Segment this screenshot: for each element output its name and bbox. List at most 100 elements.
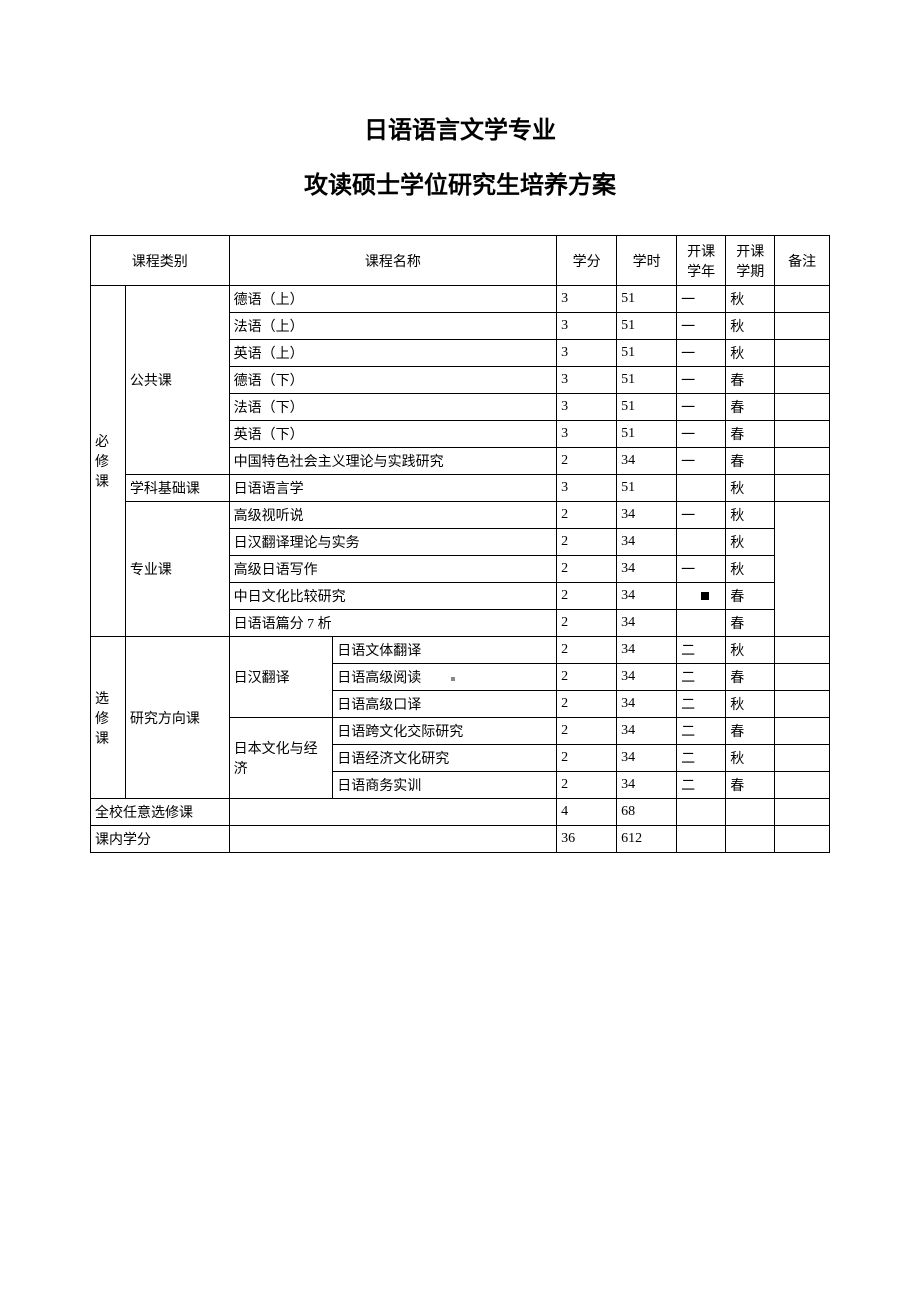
header-hours: 学时 (617, 236, 677, 286)
cell-course-name: 日语语言学 (229, 475, 556, 502)
cell-course-name: 日语高级口译 (333, 691, 557, 718)
header-year: 开课学年 (677, 236, 726, 286)
cell-course-name: 德语（下） (229, 367, 556, 394)
cell-note (775, 799, 830, 826)
cell-hours: 34 (617, 718, 677, 745)
cell-credit: 3 (557, 367, 617, 394)
cell-elective: 选修课 (91, 637, 126, 799)
cell-course-name: 日汉翻译理论与实务 (229, 529, 556, 556)
cell-empty (229, 799, 556, 826)
cell-credit: 2 (557, 529, 617, 556)
cell-note (775, 664, 830, 691)
cell-note (775, 718, 830, 745)
cell-year: 二 (677, 637, 726, 664)
cell-year: 二 (677, 691, 726, 718)
cell-major: 专业课 (125, 502, 229, 637)
cell-course-name: 日语跨文化交际研究 (333, 718, 557, 745)
cell-credit: 3 (557, 286, 617, 313)
header-note: 备注 (775, 236, 830, 286)
cell-culture: 日本文化与经济 (229, 718, 333, 799)
cell-sem: 秋 (726, 637, 775, 664)
cell-credit: 2 (557, 718, 617, 745)
cell-credit: 2 (557, 448, 617, 475)
cell-credit: 3 (557, 475, 617, 502)
cell-sem: 秋 (726, 340, 775, 367)
cell-sem: 春 (726, 367, 775, 394)
table-row: 选修课 研究方向课 日汉翻译 日语文体翻译 2 34 二 秋 (91, 637, 830, 664)
cell-sem: 春 (726, 394, 775, 421)
cell-hours: 34 (617, 691, 677, 718)
cell-credit: 2 (557, 556, 617, 583)
cell-note (775, 421, 830, 448)
cell-course-name: 日语文体翻译 (333, 637, 557, 664)
cell-hours: 51 (617, 286, 677, 313)
cell-credit: 2 (557, 664, 617, 691)
cell-sem: 秋 (726, 475, 775, 502)
cell-year (677, 610, 726, 637)
cell-sem: 春 (726, 448, 775, 475)
cell-note (775, 340, 830, 367)
cell-credit: 4 (557, 799, 617, 826)
cell-credit: 2 (557, 583, 617, 610)
cell-course-name: 法语（下） (229, 394, 556, 421)
cell-sem: 春 (726, 664, 775, 691)
header-semester: 开课学期 (726, 236, 775, 286)
cell-year (677, 583, 726, 610)
cell-sem: 秋 (726, 313, 775, 340)
cell-sem (726, 826, 775, 853)
cell-hours: 34 (617, 637, 677, 664)
sub-title: 攻读硕士学位研究生培养方案 (90, 165, 830, 200)
cell-hours: 34 (617, 529, 677, 556)
cell-year (677, 529, 726, 556)
cell-credit: 3 (557, 340, 617, 367)
cell-hours: 34 (617, 583, 677, 610)
cell-hours: 51 (617, 421, 677, 448)
cell-note (775, 313, 830, 340)
cell-credit: 3 (557, 394, 617, 421)
cell-sem: 秋 (726, 529, 775, 556)
cell-hours: 34 (617, 664, 677, 691)
cell-credit: 36 (557, 826, 617, 853)
cell-note (775, 826, 830, 853)
cell-course-name: 德语（上） (229, 286, 556, 313)
cell-sem: 秋 (726, 286, 775, 313)
cell-hours: 51 (617, 475, 677, 502)
cell-credit: 3 (557, 421, 617, 448)
cell-sem: 秋 (726, 556, 775, 583)
cell-translation: 日汉翻译 (229, 637, 333, 718)
cell-credit: 3 (557, 313, 617, 340)
cell-foundation: 学科基础课 (125, 475, 229, 502)
cell-hours: 34 (617, 502, 677, 529)
cell-year: 一 (677, 421, 726, 448)
main-title: 日语语言文学专业 (90, 110, 830, 145)
curriculum-table: 课程类别 课程名称 学分 学时 开课学年 开课学期 备注 必修课 公共课 德语（… (90, 235, 830, 853)
header-credit: 学分 (557, 236, 617, 286)
cell-course-name: 日语商务实训 (333, 772, 557, 799)
cell-sem (726, 799, 775, 826)
cell-year: 二 (677, 772, 726, 799)
cell-sem: 秋 (726, 502, 775, 529)
cell-course-name: 中日文化比较研究 (229, 583, 556, 610)
cell-credit: 2 (557, 637, 617, 664)
cell-required: 必修课 (91, 286, 126, 637)
table-row: 课内学分 36 612 (91, 826, 830, 853)
cell-sem: 春 (726, 421, 775, 448)
cell-public: 公共课 (125, 286, 229, 475)
cell-hours: 34 (617, 556, 677, 583)
cell-course-name: 英语（上） (229, 340, 556, 367)
cell-hours: 51 (617, 313, 677, 340)
cell-note (775, 772, 830, 799)
cell-credit: 2 (557, 502, 617, 529)
cell-note (775, 745, 830, 772)
cell-note (775, 367, 830, 394)
header-category: 课程类别 (91, 236, 230, 286)
table-header-row: 课程类别 课程名称 学分 学时 开课学年 开课学期 备注 (91, 236, 830, 286)
cell-year: 二 (677, 664, 726, 691)
marker-icon (701, 592, 709, 600)
cell-hours: 34 (617, 448, 677, 475)
cell-free-elective: 全校任意选修课 (91, 799, 230, 826)
cell-year (677, 475, 726, 502)
cell-hours: 34 (617, 610, 677, 637)
cell-year: 一 (677, 367, 726, 394)
cell-sem: 春 (726, 610, 775, 637)
